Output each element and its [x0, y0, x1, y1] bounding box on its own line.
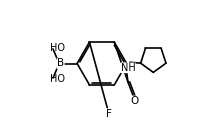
Text: F: F	[106, 109, 112, 119]
Text: HO: HO	[50, 43, 65, 53]
Text: HO: HO	[50, 74, 65, 84]
Text: NH: NH	[120, 63, 135, 73]
Text: O: O	[130, 96, 138, 106]
Text: B: B	[57, 59, 64, 68]
